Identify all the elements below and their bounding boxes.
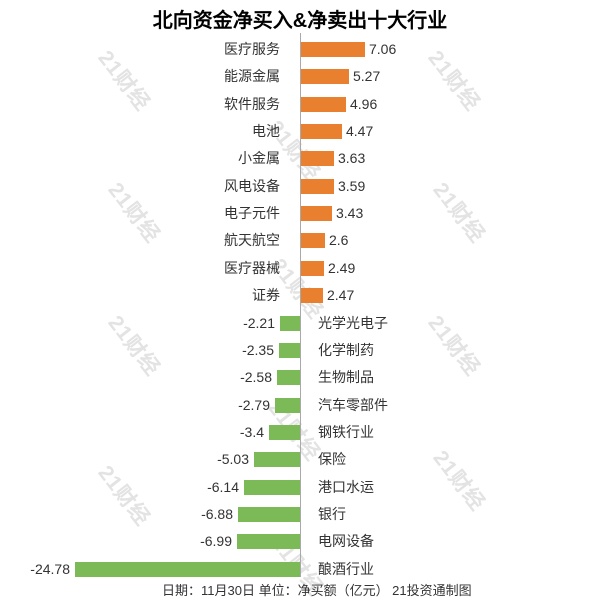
chart-row: 电网设备 -6.99 [0,528,600,555]
category-label: 电子元件 [224,205,280,222]
category-label: 光学光电子 [318,314,388,331]
bar-negative [254,452,300,468]
chart-row: 小金属 3.63 [0,145,600,172]
category-label: 港口水运 [318,478,374,495]
bar-positive [301,96,346,112]
value-label: -6.99 [200,533,232,550]
chart-row: 医疗服务 7.06 [0,36,600,63]
chart-row: 酿酒行业 -24.78 [0,556,600,583]
value-label: -3.4 [239,423,264,440]
chart-row: 光学光电子 -2.21 [0,310,600,337]
value-label: 2.6 [329,232,349,249]
chart-row: 银行 -6.88 [0,501,600,528]
value-label: 3.43 [336,205,364,222]
bar-positive [301,42,365,57]
value-label: 3.63 [338,150,366,167]
category-label: 医疗器械 [224,259,280,276]
value-label: -6.88 [201,505,233,522]
category-label: 生物制品 [318,369,374,386]
value-label: 2.47 [327,287,355,304]
chart-footnote: 日期：11月30日 单位：净买额（亿元） 21投资通制图 [162,583,472,598]
value-label: 4.96 [350,95,378,112]
value-label: 4.47 [346,123,374,140]
category-label: 化学制药 [318,341,374,358]
bar-negative [237,534,300,550]
chart-row: 证券 2.47 [0,282,600,309]
zero-axis-line [300,33,301,577]
category-label: 保险 [318,451,346,468]
category-label: 能源金属 [224,68,280,85]
chart-row: 汽车零部件 -2.79 [0,392,600,419]
category-label: 证券 [252,287,280,304]
category-label: 软件服务 [224,95,280,112]
bar-negative [244,479,300,495]
value-label: -2.58 [240,369,272,386]
value-label: -2.79 [238,396,270,413]
category-label: 汽车零部件 [318,396,388,413]
chart-row: 化学制药 -2.35 [0,337,600,364]
bar-positive [301,69,349,85]
chart-row: 生物制品 -2.58 [0,364,600,391]
bar-negative [277,370,300,386]
chart-row: 能源金属 5.27 [0,63,600,90]
chart-row: 钢铁行业 -3.4 [0,419,600,446]
bar-negative [279,342,300,358]
category-label: 电网设备 [318,533,374,550]
bar-positive [301,260,324,276]
value-label: 3.59 [338,177,366,194]
bar-positive [301,233,325,249]
chart-row: 保险 -5.03 [0,446,600,473]
category-label: 电池 [252,123,280,140]
value-label: -2.21 [243,314,275,331]
value-label: 7.06 [369,41,397,57]
category-label: 银行 [318,505,346,522]
chart-title: 北向资金净买入&净卖出十大行业 [152,10,448,32]
bar-negative [269,424,300,440]
chart-row: 航天航空 2.6 [0,227,600,254]
bar-negative [75,561,300,577]
chart-row: 电子元件 3.43 [0,200,600,227]
category-label: 医疗服务 [224,41,280,57]
chart-row: 风电设备 3.59 [0,173,600,200]
bar-negative [238,506,300,522]
value-label: 5.27 [353,68,381,85]
bar-positive [301,124,342,140]
category-label: 小金属 [238,150,280,167]
chart-row: 港口水运 -6.14 [0,474,600,501]
bar-negative [275,397,300,413]
bar-negative [280,315,300,331]
bar-positive [301,151,334,167]
value-label: -6.14 [207,478,239,495]
value-label: 2.49 [328,259,356,276]
bar-positive [301,178,334,194]
value-label: -24.78 [30,560,70,577]
value-label: -5.03 [217,451,249,468]
category-label: 钢铁行业 [318,423,374,440]
value-label: -2.35 [242,341,274,358]
bar-positive [301,288,323,304]
category-label: 航天航空 [224,232,280,249]
chart-row: 软件服务 4.96 [0,91,600,118]
chart-row: 电池 4.47 [0,118,600,145]
category-label: 酿酒行业 [318,560,374,577]
bar-positive [301,206,332,222]
category-label: 风电设备 [224,177,280,194]
chart-row: 医疗器械 2.49 [0,255,600,282]
